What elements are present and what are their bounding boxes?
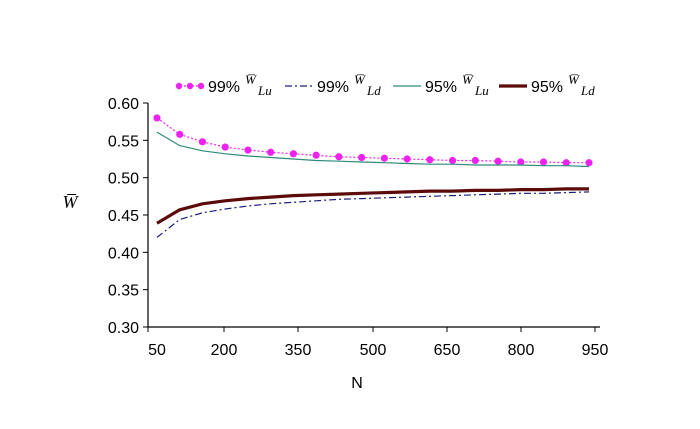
legend-marker [197,82,205,90]
x-tick-label: 500 [360,342,387,359]
series-line-2 [156,131,590,168]
legend-label-pct: 95% [425,79,457,96]
series-point [358,153,366,162]
series-point [539,158,548,166]
x-tick-label: 800 [508,342,535,359]
series-point [448,156,457,165]
x-tick-label: 650 [434,342,461,359]
series-point [312,151,320,159]
legend-label-sub: Ld [580,83,595,98]
series-point [153,114,161,122]
series-point [244,146,252,154]
y-tick-label: 0.55 [108,133,139,150]
series-point [380,154,388,162]
y-tick-label: 0.60 [108,96,139,113]
series-point [494,157,502,165]
series-point [176,130,184,138]
series-point [562,159,570,167]
axes: 0.30 0.35 0.40 0.45 0.50 0.55 0.60 50 200 350 500 6… [108,96,609,359]
legend-label-pct: 99% [208,79,240,96]
x-tick-label: 950 [582,342,609,359]
y-tick-label: 0.40 [108,245,139,262]
series-line-0 [156,117,589,164]
x-tick-label: 200 [211,342,238,359]
y-tick-label: 0.45 [108,208,139,225]
legend-label-pct: 99% [317,79,349,96]
series-point [335,153,343,161]
legend-marker [175,82,183,90]
legend-label-sub: Ld [366,83,381,98]
legend-label-symbol: W̅ [462,72,474,87]
series-line-3 [156,187,589,225]
series-point [267,148,275,156]
x-axis-title: N [351,375,363,392]
series-point [585,159,593,167]
legend-label-symbol: W̅ [245,72,257,87]
y-axis-title: W̅ [63,192,80,212]
series-point [471,156,479,165]
legend: 99% W̅Lu 99% W̅Ld 95% W̅Lu 95% W̅Ld [175,72,595,98]
series-line-1 [156,191,590,238]
legend-label-symbol: W̅ [354,72,366,87]
series-point [289,150,298,158]
y-tick-label: 0.50 [108,171,139,188]
y-tick-label: 0.35 [108,283,139,300]
series-point [403,155,411,163]
legend-marker [186,82,194,90]
legend-label-symbol: W̅ [568,72,580,87]
legend-label-pct: 95% [531,79,563,96]
legend-label-sub: Lu [257,83,272,98]
y-tick-label: 0.30 [108,320,139,337]
series-point [517,158,525,166]
x-tick-label: 50 [148,342,166,359]
legend-label-sub: Lu [474,83,489,98]
series-point [426,156,434,164]
series-point [198,138,207,146]
series-layer [153,114,593,238]
series-point [221,143,229,151]
x-tick-label: 350 [285,342,312,359]
